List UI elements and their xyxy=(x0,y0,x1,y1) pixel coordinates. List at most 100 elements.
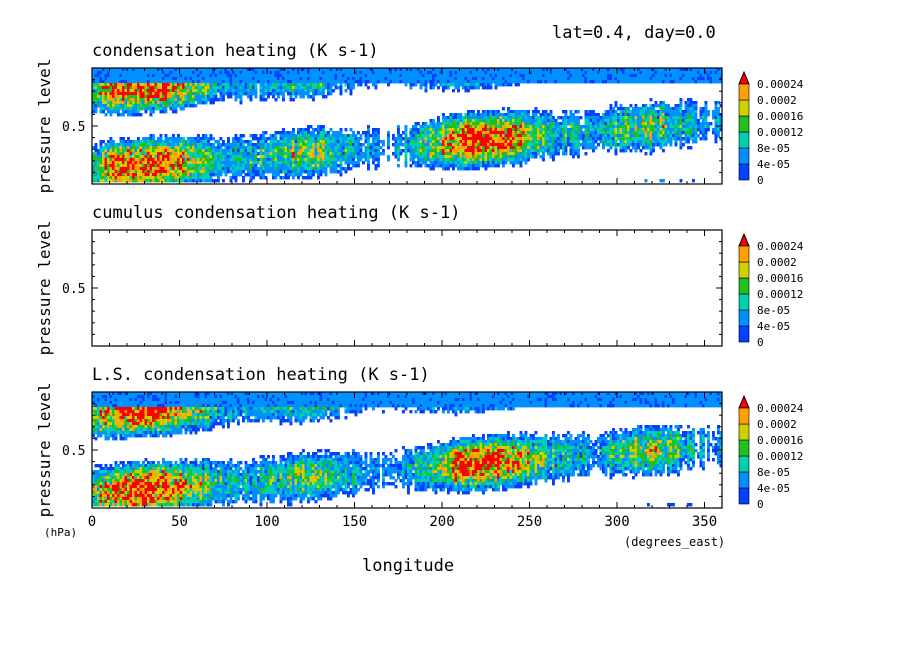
heat-cell xyxy=(664,74,668,78)
heat-cell xyxy=(159,161,163,165)
heat-cell xyxy=(467,89,470,93)
heat-cell xyxy=(652,113,655,117)
heat-cell xyxy=(167,143,170,147)
heat-cell xyxy=(277,77,280,81)
heat-cell xyxy=(247,143,250,147)
heat-cell xyxy=(204,101,208,105)
heat-cell xyxy=(447,122,450,126)
heat-cell xyxy=(692,125,695,129)
heat-cell xyxy=(267,158,270,162)
heat-cell xyxy=(569,134,573,138)
heat-cell xyxy=(467,134,470,138)
heat-cell xyxy=(347,158,350,162)
heat-cell xyxy=(129,152,133,156)
heat-cell xyxy=(407,80,410,84)
heat-cell xyxy=(547,152,550,156)
heat-cell xyxy=(127,149,130,153)
heat-cell xyxy=(374,140,378,144)
heat-cell xyxy=(289,92,293,96)
heat-cell xyxy=(352,131,355,135)
heat-cell xyxy=(164,101,168,105)
heat-cell xyxy=(509,152,513,156)
heat-cell xyxy=(254,158,258,162)
heat-cell xyxy=(139,86,143,90)
heat-cell xyxy=(114,71,118,75)
heat-cell xyxy=(467,149,470,153)
heat-cell xyxy=(514,140,518,144)
heat-cell xyxy=(567,80,570,84)
heat-cell xyxy=(472,122,475,126)
heat-cell xyxy=(139,89,143,93)
heat-cell xyxy=(482,77,485,81)
heat-cell xyxy=(654,116,658,120)
heat-cell xyxy=(307,137,310,141)
heat-cell xyxy=(492,140,495,144)
heat-cell xyxy=(659,131,663,135)
heat-cell xyxy=(164,149,168,153)
heat-cell xyxy=(482,125,485,129)
heat-cell xyxy=(684,71,688,75)
heat-cell xyxy=(657,140,660,144)
heat-cell xyxy=(537,110,540,114)
heat-cell xyxy=(454,80,458,84)
heat-cell xyxy=(182,140,185,144)
heat-cell xyxy=(107,143,110,147)
heat-cell xyxy=(157,80,160,84)
heat-cell xyxy=(274,131,278,135)
heat-cell xyxy=(657,119,660,123)
heat-cell xyxy=(542,152,545,156)
heat-cell xyxy=(504,140,508,144)
heat-cell xyxy=(469,137,473,141)
heat-cell xyxy=(529,119,533,123)
heat-cell xyxy=(237,74,240,78)
heat-cell xyxy=(192,143,195,147)
heat-cell xyxy=(509,158,513,162)
heat-cell xyxy=(134,152,138,156)
heat-cell xyxy=(359,68,363,72)
heat-cell xyxy=(149,86,153,90)
heat-cell xyxy=(652,140,655,144)
heat-cell xyxy=(117,77,120,81)
heat-cell xyxy=(234,155,238,159)
heat-cell xyxy=(499,131,503,135)
heat-cell xyxy=(222,98,225,102)
heat-cell xyxy=(472,83,475,87)
heat-cell xyxy=(549,137,553,141)
heat-cell xyxy=(322,149,325,153)
heat-cell xyxy=(617,131,620,135)
heat-cell xyxy=(377,143,380,147)
heat-cell xyxy=(354,140,358,144)
heat-cell xyxy=(532,152,535,156)
heat-cell xyxy=(524,128,528,132)
heat-cell xyxy=(304,134,308,138)
heat-cell xyxy=(329,149,333,153)
heat-cell xyxy=(167,149,170,153)
heat-cell xyxy=(614,134,618,138)
heat-cell xyxy=(594,80,598,84)
heat-cell xyxy=(689,98,693,102)
heat-cell xyxy=(484,143,488,147)
heat-cell xyxy=(257,161,260,165)
heat-cell xyxy=(464,119,468,123)
heat-cell xyxy=(312,140,315,144)
heat-cell xyxy=(112,158,115,162)
heat-cell xyxy=(262,134,265,138)
heat-cell xyxy=(349,155,353,159)
heat-cell xyxy=(214,74,218,78)
heat-cell xyxy=(509,110,513,114)
heat-cell xyxy=(247,86,250,90)
heat-cell xyxy=(314,80,318,84)
heat-cell xyxy=(679,77,683,81)
heat-cell xyxy=(437,146,440,150)
heat-cell xyxy=(692,128,695,132)
heat-cell xyxy=(489,134,493,138)
heat-cell xyxy=(542,149,545,153)
heat-cell xyxy=(379,74,383,78)
heat-cell xyxy=(612,125,615,129)
heat-cell xyxy=(649,149,653,153)
heat-cell xyxy=(357,83,360,87)
heat-cell xyxy=(94,155,98,159)
heat-cell xyxy=(584,146,588,150)
heat-cell xyxy=(184,68,188,72)
heat-cell xyxy=(139,101,143,105)
